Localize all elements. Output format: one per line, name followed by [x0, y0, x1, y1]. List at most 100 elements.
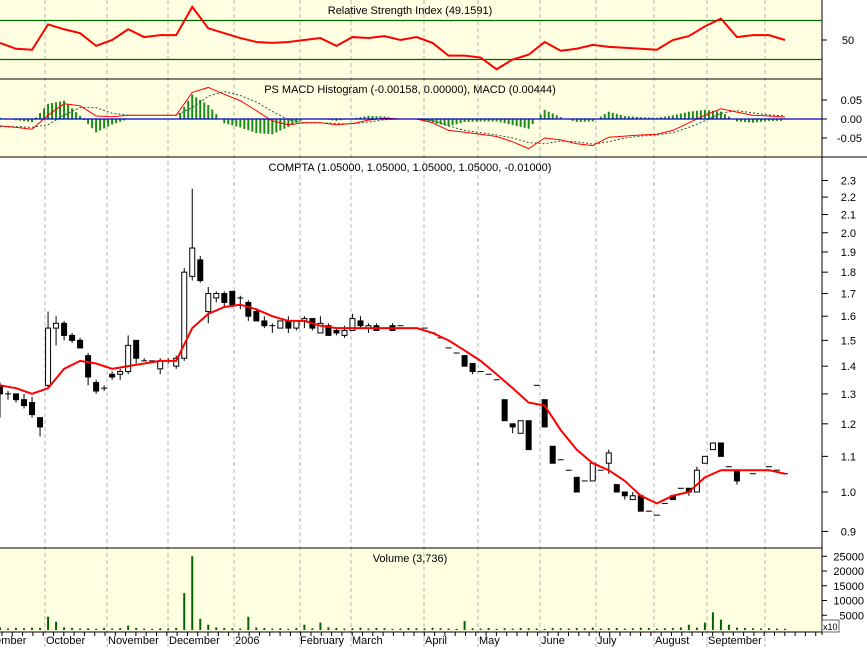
- candle-up: [205, 293, 212, 313]
- candle-up: [189, 247, 196, 277]
- rsi-tick-label: 50: [842, 35, 854, 47]
- date-tick-label: May: [479, 635, 500, 647]
- candle-down: [509, 423, 516, 428]
- date-tick-label: September: [708, 635, 762, 647]
- candle-down: [717, 442, 724, 457]
- volume-tick-label: 20000: [833, 566, 864, 578]
- date-tick-label: 2006: [235, 635, 259, 647]
- candle-up: [45, 327, 52, 386]
- rsi-panel: [0, 0, 822, 79]
- date-tick-label: June: [541, 635, 565, 647]
- candle-down: [621, 491, 628, 497]
- candle-down: [0, 384, 3, 395]
- candle-down: [109, 373, 116, 378]
- price-tick-label: 1.1: [841, 451, 856, 463]
- candle-down: [133, 339, 140, 359]
- candle-down: [613, 484, 620, 493]
- axes: ptember October November December 2006 Februa…: [0, 35, 864, 647]
- macd-chart: [0, 86, 822, 150]
- volume-tick-label: 5000: [840, 610, 864, 622]
- date-tick-label: August: [655, 635, 689, 647]
- price-tick-label: 1.4: [841, 361, 856, 373]
- candle-up: [317, 322, 324, 334]
- volume-chart: [0, 556, 786, 630]
- volume-multiplier-box: [821, 619, 840, 633]
- date-tick-label: December: [169, 635, 220, 647]
- candle-up: [181, 271, 188, 359]
- candle-up: [293, 320, 300, 329]
- candle-down: [501, 399, 508, 422]
- price-chart: [0, 188, 788, 516]
- price-tick-label: 1.3: [841, 389, 856, 401]
- price-tick-label: 1.5: [841, 335, 856, 347]
- candle-up: [341, 330, 348, 336]
- macd-title: PS MACD Histogram (-0.00158, 0.00000), M…: [264, 84, 556, 96]
- macd-tick-label: 0.00: [841, 114, 862, 126]
- price-tick-label: 2.0: [841, 228, 856, 240]
- candle-down: [541, 399, 548, 428]
- candle-up: [53, 322, 60, 329]
- date-tick-label: April: [425, 635, 447, 647]
- candle-up: [517, 420, 524, 434]
- candle-down: [325, 325, 332, 336]
- rsi-chart: [0, 5, 822, 71]
- price-tick-label: 1.2: [841, 419, 856, 431]
- date-tick-label: July: [597, 635, 617, 647]
- candle-down: [525, 420, 532, 451]
- candle-up: [277, 320, 284, 329]
- candle-down: [29, 402, 36, 416]
- candle-down: [229, 290, 236, 306]
- candle-down: [261, 320, 268, 327]
- candle-down: [21, 399, 28, 407]
- price-tick-label: 0.9: [841, 526, 856, 538]
- volume-title: Volume (3,736): [373, 553, 448, 565]
- candle-down: [733, 469, 740, 482]
- volume-tick-label: 10000: [833, 596, 864, 608]
- price-title: COMPTA (1.05000, 1.05000, 1.05000, 1.050…: [269, 162, 552, 174]
- price-tick-label: 1.9: [841, 247, 856, 259]
- candle-down: [221, 293, 228, 303]
- candle-down: [357, 320, 364, 327]
- volume-multiplier-label: x10: [823, 622, 838, 632]
- macd-tick-label: 0.05: [841, 95, 862, 107]
- candle-up: [213, 293, 220, 299]
- candle-up: [173, 357, 180, 367]
- candle-down: [469, 362, 476, 373]
- price-tick-label: 2.1: [841, 210, 856, 222]
- date-tick-label: February: [300, 635, 345, 647]
- candle-up: [605, 452, 612, 464]
- candle-down: [253, 311, 260, 322]
- price-tick-label: 1.8: [841, 267, 856, 279]
- candle-down: [61, 322, 68, 336]
- date-tick-label: ptember: [0, 635, 27, 647]
- price-tick-label: 2.2: [841, 192, 856, 204]
- candle-down: [285, 320, 292, 329]
- date-tick-label: November: [108, 635, 159, 647]
- candle-up: [701, 455, 708, 464]
- candle-up: [693, 469, 700, 493]
- volume-panel: [0, 548, 822, 632]
- rsi-title: Relative Strength Index (49.1591): [328, 5, 493, 17]
- price-tick-label: 2.3: [841, 175, 856, 187]
- candle-down: [333, 330, 340, 334]
- candle-down: [69, 334, 76, 341]
- candle-down: [85, 355, 92, 378]
- candle-up: [117, 371, 124, 375]
- candle-up: [709, 442, 716, 451]
- date-tick-label: October: [46, 635, 85, 647]
- candle-down: [573, 476, 580, 493]
- volume-tick-label: 15000: [833, 581, 864, 593]
- candle-down: [461, 355, 468, 367]
- rsi-line: [0, 5, 786, 71]
- candle-down: [93, 382, 100, 392]
- candle-up: [589, 462, 596, 482]
- macd-tick-label: -0.05: [837, 133, 862, 145]
- volume-tick-label: 25000: [833, 551, 864, 563]
- price-tick-label: 1.0: [841, 487, 856, 499]
- candle-up: [349, 318, 356, 332]
- price-tick-label: 1.6: [841, 311, 856, 323]
- candle-up: [125, 344, 132, 373]
- moving-average-line: [0, 303, 786, 505]
- candle-down: [245, 301, 252, 317]
- candle-up: [629, 495, 636, 501]
